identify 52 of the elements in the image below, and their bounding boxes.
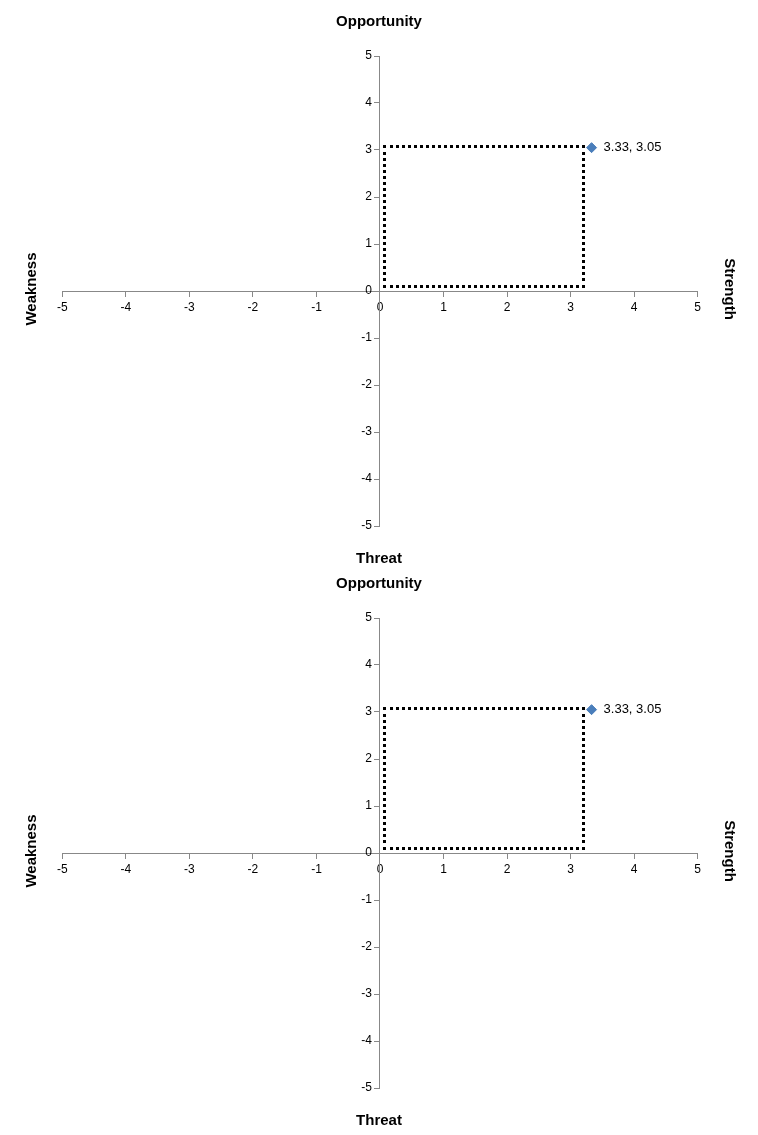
- chart-title: Opportunity: [335, 12, 423, 29]
- x-tick-label: 5: [694, 299, 702, 314]
- x-tick-label: -4: [120, 299, 132, 314]
- x-tick-label: 3: [567, 861, 575, 876]
- y-tick-label: 5: [365, 48, 373, 63]
- x-axis-title: Threat: [355, 1111, 403, 1128]
- y-tick-label: 4: [365, 95, 373, 110]
- x-tick-label: -2: [247, 861, 259, 876]
- x-tick-label: 4: [630, 299, 638, 314]
- y-tick-label: -4: [361, 1033, 373, 1048]
- y-tick-label: 0: [365, 283, 373, 298]
- y-tick-label: 3: [365, 142, 373, 157]
- x-tick-label: -4: [120, 861, 132, 876]
- y-tick-label: 1: [365, 236, 373, 251]
- x-tick-label: 2: [503, 299, 511, 314]
- x-tick-label: 2: [503, 861, 511, 876]
- y-tick-label: -2: [361, 939, 373, 954]
- y2-axis-title: Strength: [721, 820, 739, 882]
- y-tick-label: -4: [361, 471, 373, 486]
- x-tick-label: -5: [57, 861, 68, 876]
- y-axis-title: Weakness: [21, 814, 39, 888]
- y2-axis-title: Strength: [721, 258, 739, 320]
- x-tick-label: 5: [694, 861, 702, 876]
- y-tick-label: 2: [365, 751, 373, 766]
- x-tick-label: -3: [184, 299, 196, 314]
- chart-title: Opportunity: [335, 574, 423, 591]
- y-tick-label: 1: [365, 798, 373, 813]
- y-tick-label: -1: [361, 892, 373, 907]
- x-tick-label: -1: [311, 299, 323, 314]
- y-tick-label: -2: [361, 377, 373, 392]
- y-axis-title: Weakness: [21, 252, 39, 326]
- y-tick-label: 3: [365, 704, 373, 719]
- y-tick-label: -5: [361, 1080, 373, 1095]
- data-label: 3.33, 3.05: [603, 139, 662, 155]
- x-tick-label: -3: [184, 861, 196, 876]
- y-tick-label: -3: [361, 986, 373, 1001]
- x-tick-label: -2: [247, 299, 259, 314]
- y-tick-label: -1: [361, 330, 373, 345]
- y-tick-label: 4: [365, 657, 373, 672]
- x-tick-label: 1: [440, 299, 448, 314]
- x-tick-label: -1: [311, 861, 323, 876]
- x-tick-label: 3: [567, 299, 575, 314]
- y-tick-label: -5: [361, 518, 373, 533]
- x-tick-label: 4: [630, 861, 638, 876]
- y-tick-label: 0: [365, 845, 373, 860]
- y-tick-label: 2: [365, 189, 373, 204]
- y-tick-label: 5: [365, 610, 373, 625]
- x-tick-label: 1: [440, 861, 448, 876]
- x-axis-title: Threat: [355, 549, 403, 566]
- y-tick-label: -3: [361, 424, 373, 439]
- data-label: 3.33, 3.05: [603, 701, 662, 717]
- x-tick-label: -5: [57, 299, 68, 314]
